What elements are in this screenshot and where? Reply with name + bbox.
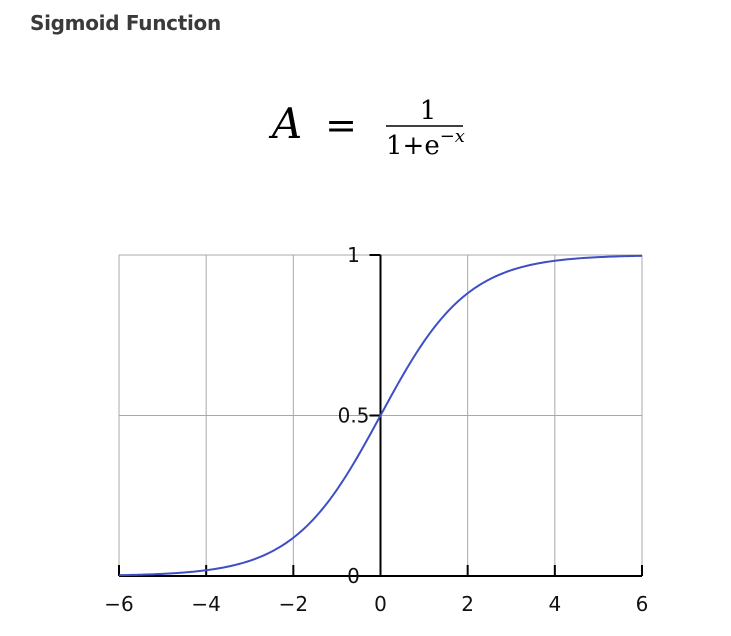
- formula-denominator-base: 1+e: [386, 131, 440, 161]
- series-layer: [118, 254, 643, 577]
- page-title: Sigmoid Function: [30, 11, 221, 35]
- formula-lhs: A: [268, 99, 302, 148]
- x-tick-label: 4: [548, 592, 561, 616]
- x-tick-label: 0: [374, 592, 387, 616]
- y-tick-label: 1: [347, 243, 360, 267]
- x-tick-label: −4: [191, 592, 220, 616]
- tick-labels: −6 −4 −2 0 2 4 6 0 0.5 1: [104, 243, 648, 616]
- formula-equals: =: [325, 103, 357, 147]
- formula-exponent: −x: [440, 126, 465, 147]
- x-tick-label: 2: [461, 592, 474, 616]
- sigmoid-formula: A = 1 1+e−x: [268, 96, 465, 161]
- x-tick-label: −6: [104, 592, 133, 616]
- y-tick-label: 0.5: [338, 404, 370, 428]
- y-tick-label: 0: [347, 564, 360, 588]
- sigmoid-curve: [118, 254, 643, 577]
- x-tick-label: 6: [636, 592, 649, 616]
- formula-numerator: 1: [420, 96, 437, 126]
- x-tick-label: −2: [279, 592, 308, 616]
- formula-denominator: 1+e−x: [386, 126, 465, 161]
